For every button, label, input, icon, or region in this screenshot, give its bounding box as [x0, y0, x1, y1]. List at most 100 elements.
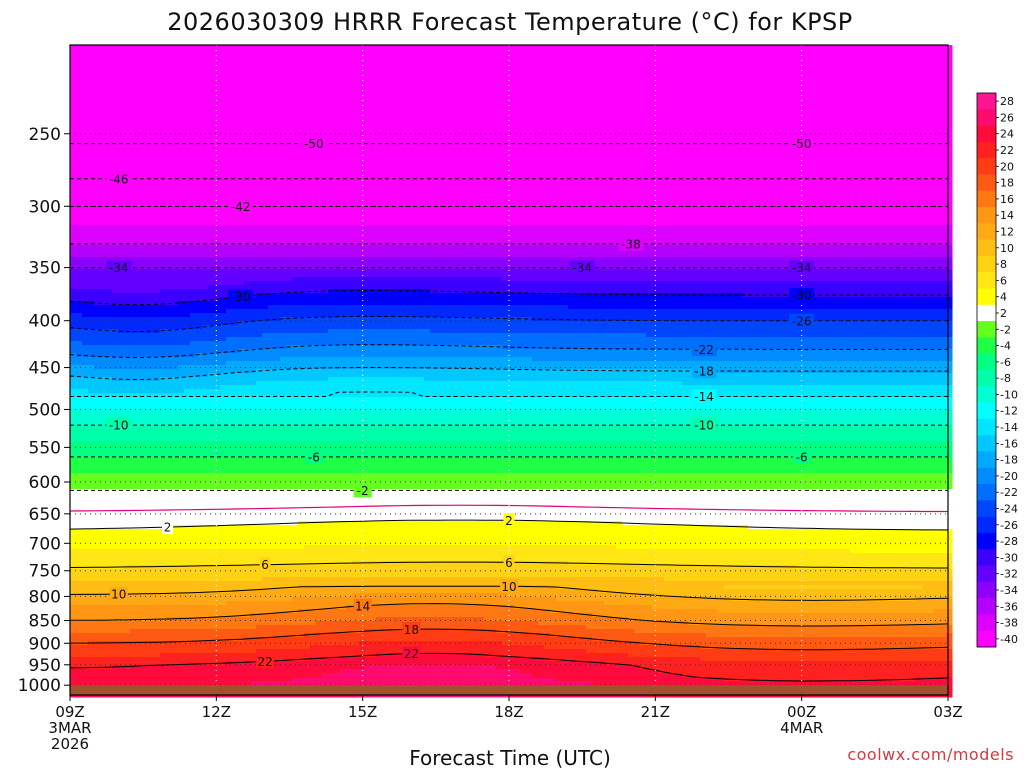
temperature-cell	[364, 93, 371, 98]
temperature-cell	[220, 105, 227, 110]
temperature-cell	[310, 61, 317, 66]
temperature-cell	[412, 153, 419, 158]
temperature-cell	[328, 105, 335, 110]
temperature-cell	[694, 105, 701, 110]
temperature-cell	[784, 117, 791, 122]
temperature-cell	[142, 129, 149, 134]
temperature-cell	[868, 85, 875, 90]
temperature-cell	[376, 145, 383, 150]
temperature-cell	[226, 77, 233, 82]
temperature-cell	[94, 141, 101, 146]
temperature-cell	[838, 57, 845, 62]
temperature-cell	[430, 61, 437, 66]
temperature-cell	[622, 89, 629, 94]
temperature-cell	[538, 73, 545, 78]
temperature-cell	[346, 109, 353, 114]
temperature-cell	[874, 65, 881, 70]
temperature-cell	[610, 141, 617, 146]
temperature-cell	[874, 173, 881, 178]
temperature-cell	[412, 77, 419, 82]
temperature-cell	[940, 61, 947, 66]
temperature-cell	[280, 77, 287, 82]
temperature-cell	[160, 157, 167, 162]
temperature-cell	[568, 57, 575, 62]
temperature-cell	[724, 81, 731, 86]
temperature-cell	[280, 129, 287, 134]
temperature-cell	[604, 77, 611, 82]
temperature-cell	[280, 57, 287, 62]
temperature-cell	[802, 173, 809, 178]
temperature-cell	[754, 49, 761, 54]
temperature-cell	[802, 165, 809, 170]
temperature-cell	[766, 101, 773, 106]
temperature-cell	[346, 85, 353, 90]
temperature-cell	[400, 81, 407, 86]
temperature-cell	[748, 153, 755, 158]
temperature-cell	[442, 85, 449, 90]
temperature-cell	[526, 105, 533, 110]
temperature-cell	[214, 173, 221, 178]
temperature-cell	[76, 125, 83, 130]
temperature-cell	[658, 113, 665, 118]
temperature-cell	[208, 105, 215, 110]
temperature-cell	[592, 165, 599, 170]
temperature-cell	[556, 117, 563, 122]
temperature-cell	[406, 161, 413, 166]
temperature-cell	[406, 121, 413, 126]
temperature-cell	[472, 45, 479, 50]
temperature-cell	[928, 137, 935, 142]
temperature-cell	[448, 165, 455, 170]
temperature-cell	[130, 165, 137, 170]
temperature-cell	[226, 57, 233, 62]
temperature-cell	[370, 81, 377, 86]
temperature-cell	[910, 117, 917, 122]
temperature-cell	[484, 133, 491, 138]
temperature-cell	[394, 85, 401, 90]
temperature-cell	[478, 45, 485, 50]
temperature-cell	[202, 113, 209, 118]
temperature-cell	[334, 173, 341, 178]
temperature-cell	[484, 93, 491, 98]
temperature-cell	[436, 105, 443, 110]
temperature-cell	[736, 85, 743, 90]
temperature-cell	[304, 177, 311, 182]
temperature-cell	[124, 149, 131, 154]
temperature-cell	[910, 93, 917, 98]
temperature-cell	[862, 165, 869, 170]
temperature-cell	[862, 157, 869, 162]
temperature-cell	[478, 125, 485, 130]
temperature-cell	[646, 85, 653, 90]
temperature-cell	[412, 57, 419, 62]
temperature-cell	[448, 73, 455, 78]
temperature-cell	[70, 57, 77, 62]
temperature-cell	[646, 141, 653, 146]
temperature-cell	[760, 105, 767, 110]
temperature-cell	[574, 121, 581, 126]
temperature-cell	[628, 61, 635, 66]
temperature-cell	[862, 93, 869, 98]
temperature-cell	[574, 77, 581, 82]
temperature-cell	[70, 49, 77, 54]
temperature-cell	[778, 113, 785, 118]
temperature-cell	[184, 49, 191, 54]
temperature-cell	[268, 137, 275, 142]
temperature-cell	[412, 169, 419, 174]
temperature-cell	[250, 53, 257, 58]
temperature-cell	[424, 53, 431, 58]
temperature-cell	[130, 117, 137, 122]
temperature-cell	[682, 133, 689, 138]
temperature-cell	[460, 133, 467, 138]
temperature-cell	[724, 137, 731, 142]
temperature-cell	[724, 77, 731, 82]
temperature-cell	[586, 61, 593, 66]
temperature-cell	[808, 133, 815, 138]
temperature-cell	[184, 73, 191, 78]
temperature-cell	[766, 113, 773, 118]
temperature-cell	[592, 109, 599, 114]
temperature-cell	[934, 133, 941, 138]
temperature-cell	[280, 45, 287, 50]
temperature-cell	[886, 69, 893, 74]
temperature-cell	[382, 137, 389, 142]
temperature-cell	[670, 85, 677, 90]
temperature-cell	[814, 153, 821, 158]
